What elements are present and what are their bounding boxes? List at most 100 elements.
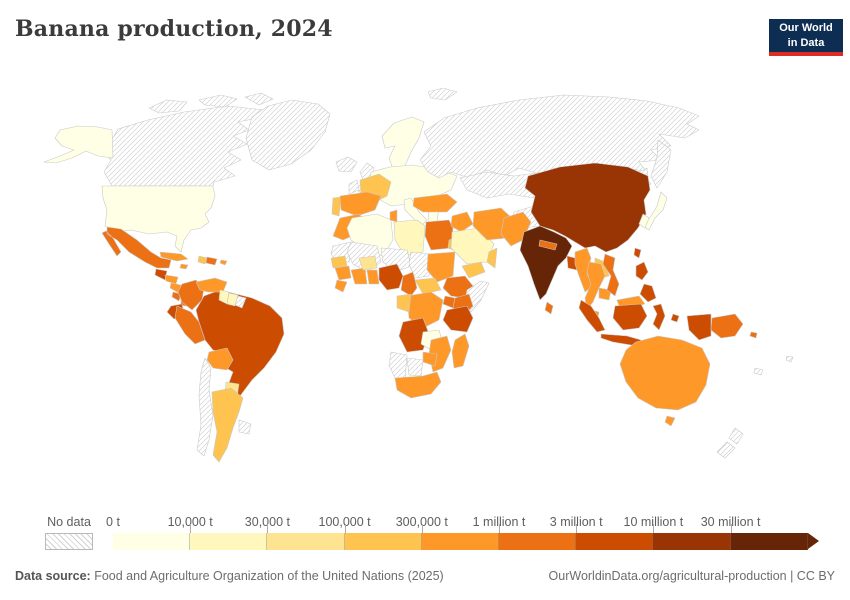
country-zimbabwe[interactable] — [422, 351, 438, 367]
legend-tick — [267, 524, 269, 533]
country-papua-new-guinea[interactable] — [710, 313, 744, 339]
country-iraq[interactable] — [450, 211, 474, 233]
country-madagascar[interactable] — [451, 333, 470, 369]
legend-bin-5[interactable] — [499, 533, 577, 550]
country-tunisia[interactable] — [389, 209, 398, 223]
country-new-caledonia[interactable] — [753, 367, 764, 376]
legend-tick — [499, 524, 500, 533]
country-philippines[interactable] — [635, 261, 657, 303]
country-liberia[interactable] — [334, 279, 348, 293]
country-botswana[interactable] — [406, 357, 424, 377]
country-fiji[interactable] — [785, 355, 794, 363]
world-choropleth-map — [43, 87, 794, 463]
country-oman[interactable] — [486, 247, 498, 269]
country-indonesia[interactable] — [578, 299, 712, 347]
country-jamaica[interactable] — [179, 263, 189, 270]
country-dominican-republic[interactable] — [205, 256, 218, 266]
legend-tick — [653, 524, 655, 533]
country-cuba[interactable] — [159, 251, 189, 262]
country-china[interactable] — [524, 162, 651, 253]
country-portugal[interactable] — [331, 196, 342, 217]
country-honduras[interactable] — [164, 274, 179, 285]
legend-label-5: 1 million t — [472, 515, 526, 529]
owid-logo-line1: Our World — [779, 22, 833, 34]
legend-label-8: 30 million t — [700, 515, 761, 529]
country-chad[interactable] — [408, 251, 432, 279]
country-namibia[interactable] — [388, 351, 408, 381]
country-guinea[interactable] — [334, 265, 352, 281]
country-south-africa[interactable] — [394, 371, 442, 399]
country-nepal[interactable] — [538, 239, 558, 251]
country-colombia[interactable] — [177, 279, 205, 311]
country-senegal[interactable] — [330, 255, 348, 269]
legend-tick — [730, 524, 732, 533]
legend-tick — [576, 524, 578, 533]
country-burkina-faso[interactable] — [358, 255, 378, 271]
owid-logo[interactable]: Our World in Data — [769, 19, 843, 56]
country-cote-divoire[interactable] — [350, 267, 368, 285]
country-cameroon[interactable] — [400, 271, 418, 297]
legend-arrow — [808, 533, 819, 549]
country-turkey[interactable] — [412, 193, 458, 213]
country-ghana[interactable] — [366, 269, 380, 285]
country-venezuela[interactable] — [195, 277, 228, 293]
owid-logo-line2: in Data — [787, 36, 825, 49]
country-spain[interactable] — [339, 191, 382, 217]
country-svalbard[interactable] — [427, 87, 458, 101]
legend-bin-6[interactable] — [576, 533, 654, 550]
country-canada[interactable] — [101, 105, 265, 187]
country-south-korea[interactable] — [638, 213, 650, 229]
country-alaska[interactable] — [43, 125, 114, 164]
country-india[interactable] — [519, 225, 573, 301]
country-puerto-rico[interactable] — [219, 259, 228, 266]
country-chile[interactable] — [196, 357, 214, 457]
country-canada-arctic-islands[interactable] — [148, 92, 274, 114]
legend-bin-1[interactable] — [190, 533, 268, 550]
legend-bin-2[interactable] — [267, 533, 345, 550]
country-suriname[interactable] — [226, 292, 239, 307]
footer-source: Data source: Food and Agriculture Organi… — [15, 569, 444, 583]
legend-label-0: 0 t — [106, 515, 120, 529]
country-peru[interactable] — [174, 305, 206, 345]
country-congo[interactable] — [396, 293, 412, 313]
country-french-guiana[interactable] — [234, 295, 247, 309]
region-scandinavia[interactable] — [381, 116, 425, 173]
country-yemen[interactable] — [461, 261, 486, 279]
country-greenland[interactable] — [245, 99, 331, 171]
country-guatemala[interactable] — [154, 268, 168, 281]
legend-bin-4[interactable] — [421, 533, 499, 550]
country-vietnam[interactable] — [602, 253, 620, 297]
legend-bin-0[interactable] — [113, 533, 191, 550]
legend-no-data-label: No data — [47, 515, 91, 529]
country-new-zealand[interactable] — [716, 427, 744, 459]
legend-no-data-swatch[interactable] — [45, 533, 93, 550]
country-argentina[interactable] — [211, 387, 244, 463]
country-haiti[interactable] — [197, 255, 208, 265]
country-japan[interactable] — [642, 191, 668, 231]
legend-label-6: 3 million t — [549, 515, 603, 529]
country-central-african-republic[interactable] — [414, 277, 442, 295]
country-sudan[interactable] — [426, 251, 456, 283]
country-nigeria[interactable] — [378, 263, 404, 291]
country-uruguay[interactable] — [238, 419, 252, 435]
country-ireland[interactable] — [348, 179, 360, 195]
country-sri-lanka[interactable] — [544, 301, 554, 315]
legend-tick — [190, 524, 192, 533]
country-iceland[interactable] — [335, 156, 358, 173]
country-mexico[interactable] — [101, 226, 172, 269]
legend-tick — [421, 524, 423, 533]
country-taiwan[interactable] — [633, 247, 642, 259]
country-dr-congo[interactable] — [406, 291, 444, 329]
country-australia[interactable] — [619, 335, 711, 427]
country-solomon-islands[interactable] — [749, 331, 758, 339]
country-italy[interactable] — [403, 197, 428, 227]
country-bolivia[interactable] — [206, 347, 234, 371]
footer-credit[interactable]: OurWorldinData.org/agricultural-producti… — [548, 569, 835, 583]
legend-bin-7[interactable] — [653, 533, 731, 550]
country-libya[interactable] — [393, 219, 426, 257]
legend-bin-8[interactable] — [730, 533, 808, 550]
country-tanzania[interactable] — [442, 305, 474, 333]
legend-bin-3[interactable] — [344, 533, 422, 550]
